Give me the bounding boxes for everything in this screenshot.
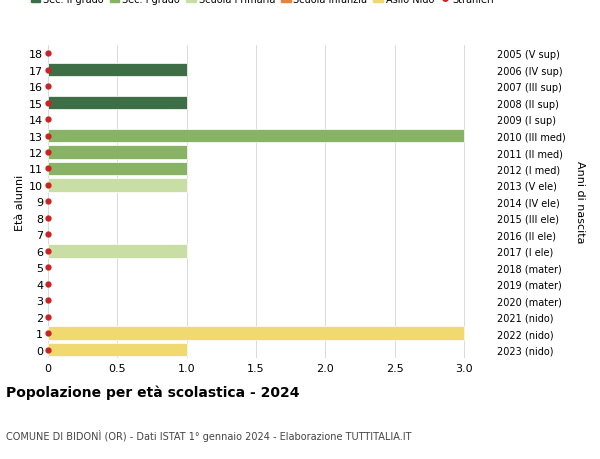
Text: COMUNE DI BIDONÌ (OR) - Dati ISTAT 1° gennaio 2024 - Elaborazione TUTTITALIA.IT: COMUNE DI BIDONÌ (OR) - Dati ISTAT 1° ge… [6,429,412,441]
Legend: Sec. II grado, Sec. I grado, Scuola Primaria, Scuola Infanzia, Asilo Nido, Stran: Sec. II grado, Sec. I grado, Scuola Prim… [31,0,494,5]
Text: Popolazione per età scolastica - 2024: Popolazione per età scolastica - 2024 [6,385,299,399]
Bar [48,162,187,176]
Bar [48,343,187,357]
Bar [48,327,464,340]
Bar [48,129,464,143]
Bar [48,146,187,159]
Bar [48,97,187,110]
Bar [48,179,187,192]
Y-axis label: Anni di nascita: Anni di nascita [575,161,585,243]
Bar [48,64,187,77]
Bar [48,245,187,258]
Y-axis label: Età alunni: Età alunni [15,174,25,230]
